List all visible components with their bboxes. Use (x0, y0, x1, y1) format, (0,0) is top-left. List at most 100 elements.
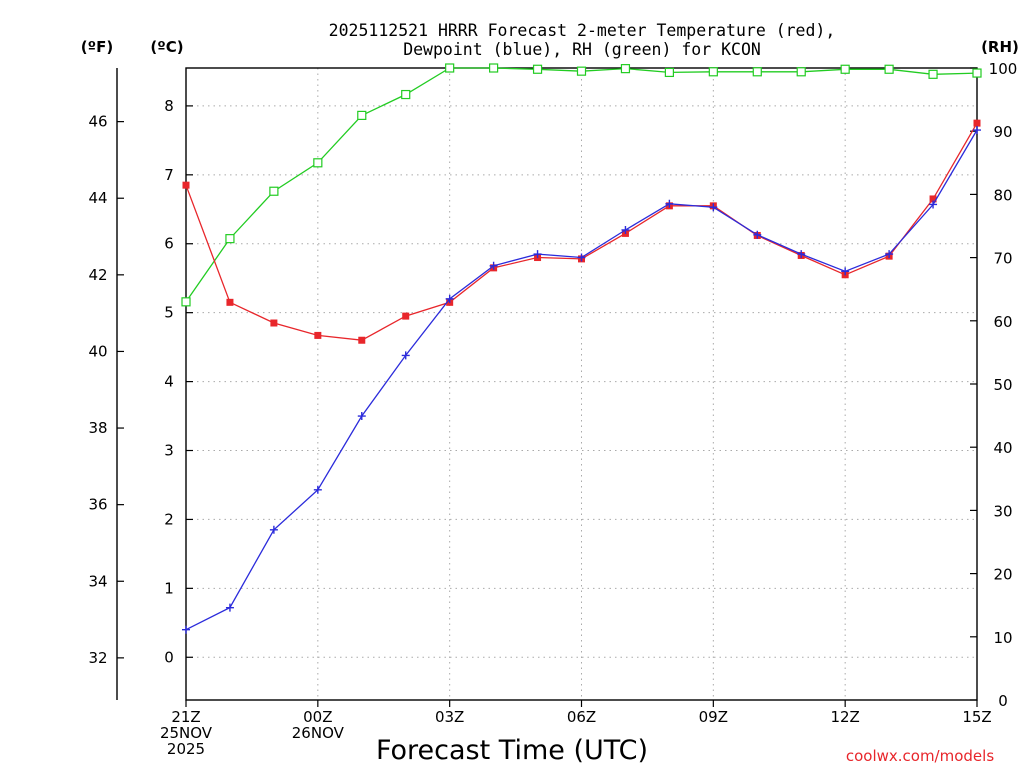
celsius-tick-label: 1 (164, 579, 174, 597)
rh-tick-label: 70 (993, 250, 1012, 268)
temperature-point (973, 119, 981, 127)
rh-point (357, 110, 367, 121)
temperature-series-line (185, 122, 978, 341)
rh-tick-label: 60 (993, 313, 1012, 331)
temperature-point (314, 331, 322, 339)
chart-title-line-1: 2025112521 HRRR Forecast 2-meter Tempera… (329, 21, 836, 40)
rh-point (445, 63, 455, 73)
rh-point (225, 234, 235, 244)
rh-point (884, 64, 894, 74)
rh-axis: 0 10 20 30 40 50 60 70 80 90 100 (970, 60, 1017, 710)
fahrenheit-tick-label: 34 (88, 572, 107, 590)
fahrenheit-tick-label: 32 (88, 649, 107, 667)
rh-tick-label: 100 (989, 60, 1018, 78)
rh-point (576, 66, 587, 76)
dewpoint-point (665, 199, 674, 208)
time-tick-label: 25NOV (160, 724, 213, 742)
rh-point (269, 186, 279, 196)
time-tick-label: 15Z (962, 708, 991, 726)
rh-point (840, 64, 850, 74)
dewpoint-point (621, 225, 630, 234)
dewpoint-point (489, 261, 498, 270)
dewpoint-point (445, 294, 454, 303)
fahrenheit-tick-label: 46 (88, 113, 107, 131)
fahrenheit-tick-label: 44 (88, 189, 107, 207)
rh-point (401, 89, 411, 100)
fahrenheit-tick-label: 42 (88, 266, 107, 284)
celsius-unit-label: (ºC) (150, 38, 183, 56)
rh-point (972, 68, 982, 78)
temperature-point (402, 312, 410, 320)
rh-point (620, 64, 631, 74)
dewpoint-point (709, 203, 718, 212)
series-group (181, 63, 982, 634)
dewpoint-point (313, 485, 322, 494)
rh-point (664, 67, 674, 78)
celsius-tick-label: 5 (164, 304, 174, 322)
dewpoint-point (929, 200, 938, 209)
rh-point (796, 67, 806, 77)
time-tick-label: 03Z (435, 708, 464, 726)
rh-point (489, 63, 499, 73)
temperature-point (226, 298, 234, 306)
fahrenheit-unit-label: (ºF) (81, 38, 113, 56)
rh-tick-label: 20 (993, 566, 1012, 584)
celsius-axis: 0 1 2 3 4 5 6 7 8 (164, 97, 193, 666)
celsius-tick-label: 7 (164, 166, 174, 184)
celsius-tick-label: 0 (164, 648, 174, 666)
celsius-tick-label: 3 (164, 442, 174, 460)
rh-point (181, 297, 191, 307)
time-tick-label: 21Z (171, 708, 200, 726)
dewpoint-point (577, 253, 586, 262)
dewpoint-series-line (185, 129, 978, 631)
rh-point (708, 67, 718, 77)
celsius-tick-label: 2 (164, 510, 174, 528)
rh-tick-label: 30 (993, 502, 1012, 520)
time-tick-label: 06Z (567, 708, 596, 726)
dewpoint-point (753, 230, 762, 239)
celsius-tick-label: 8 (164, 97, 174, 115)
time-tick-label: 2025 (167, 740, 205, 758)
fahrenheit-axis: 32 34 36 38 40 42 44 46 (88, 113, 124, 667)
temperature-point (182, 181, 190, 189)
celsius-tick-label: 4 (164, 373, 174, 391)
time-tick-label: 00Z (303, 708, 332, 726)
rh-unit-label: (RH) (981, 38, 1019, 56)
dewpoint-point (841, 267, 850, 276)
temperature-point (358, 336, 366, 344)
rh-tick-label: 50 (993, 376, 1012, 394)
dewpoint-point (533, 250, 542, 259)
fahrenheit-tick-label: 36 (88, 496, 107, 514)
dewpoint-point (269, 525, 278, 534)
rh-point (532, 64, 543, 74)
fahrenheit-tick-label: 38 (88, 419, 107, 437)
time-tick-label: 09Z (699, 708, 728, 726)
dewpoint-point (797, 250, 806, 259)
credit-label: coolwx.com/models (846, 747, 994, 765)
rh-point (928, 69, 938, 79)
time-tick-label: 26NOV (292, 724, 345, 742)
celsius-tick-label: 6 (164, 235, 174, 253)
dewpoint-point (401, 351, 410, 360)
rh-tick-label: 10 (993, 629, 1012, 647)
dewpoint-point (182, 625, 190, 634)
dewpoint-point (225, 603, 234, 612)
dewpoint-point (885, 250, 894, 259)
time-tick-label: 12Z (830, 708, 859, 726)
rh-point (313, 158, 323, 168)
fahrenheit-tick-label: 40 (88, 342, 107, 360)
dewpoint-point (357, 412, 366, 421)
x-axis-title: Forecast Time (UTC) (376, 735, 648, 766)
rh-tick-label: 90 (993, 123, 1012, 141)
temperature-point (929, 195, 937, 203)
dewpoint-point (973, 126, 981, 135)
rh-point (752, 67, 762, 77)
temperature-point (270, 319, 278, 327)
chart-title-line-2: Dewpoint (blue), RH (green) for KCON (403, 40, 761, 59)
rh-tick-label: 0 (998, 692, 1008, 710)
rh-tick-label: 40 (993, 439, 1012, 457)
grid-lines (186, 68, 977, 700)
rh-tick-label: 80 (993, 186, 1012, 204)
